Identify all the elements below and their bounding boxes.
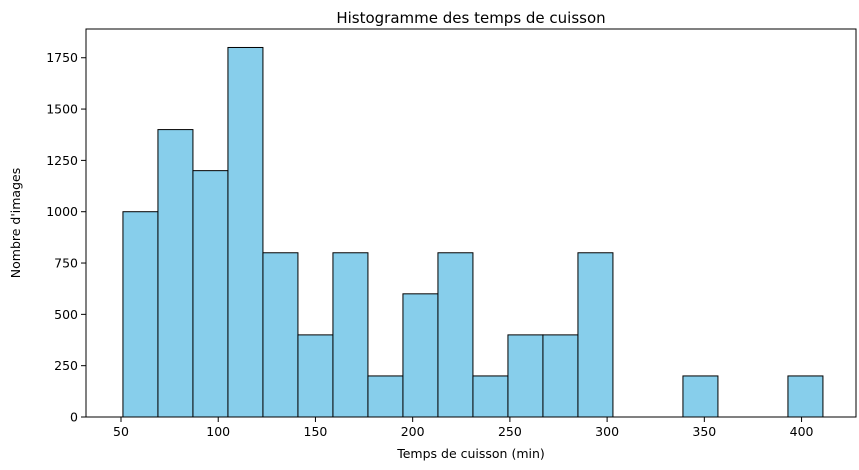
y-axis-ticks: 0 250 500 750 1000 1250 1500 1750 — [46, 50, 86, 425]
x-tick-label: 100 — [206, 424, 230, 439]
histogram-bar — [577, 252, 614, 418]
bars-group — [122, 46, 824, 418]
y-tick-label: 1500 — [46, 102, 78, 117]
y-tick-label: 0 — [70, 410, 78, 425]
histogram-bar — [402, 293, 439, 418]
x-axis-label: Temps de cuisson (min) — [396, 446, 545, 461]
histogram-bar — [332, 252, 369, 418]
y-tick-label: 250 — [54, 358, 78, 373]
x-tick-label: 150 — [304, 424, 328, 439]
x-tick-label: 300 — [595, 424, 619, 439]
histogram-bar — [682, 375, 719, 418]
y-tick-label: 1000 — [46, 204, 78, 219]
histogram-bar — [122, 211, 159, 418]
chart-title: Histogramme des temps de cuisson — [336, 9, 605, 27]
histogram-bar — [507, 334, 544, 418]
histogram-bar — [472, 375, 509, 418]
x-tick-label: 200 — [401, 424, 425, 439]
y-tick-label: 1750 — [46, 50, 78, 65]
x-tick-label: 250 — [498, 424, 522, 439]
histogram-bar — [192, 170, 229, 418]
histogram-bar — [787, 375, 824, 418]
histogram-bar — [367, 375, 404, 418]
histogram-bar — [297, 334, 334, 418]
plot-frame — [85, 28, 857, 418]
x-tick-label: 400 — [790, 424, 814, 439]
histogram-bar — [227, 46, 264, 418]
y-tick-label: 1250 — [46, 153, 78, 168]
y-tick-label: 750 — [54, 256, 78, 271]
histogram-bar — [262, 252, 299, 418]
x-tick-label: 50 — [113, 424, 129, 439]
x-tick-label: 350 — [692, 424, 716, 439]
histogram-bar — [437, 252, 474, 418]
x-axis-ticks: 50 100 150 200 250 300 350 400 — [113, 417, 814, 439]
histogram-bar — [157, 129, 194, 418]
y-axis-label: Nombre d'images — [8, 168, 23, 278]
histogram-bar — [542, 334, 579, 418]
y-tick-label: 500 — [54, 307, 78, 322]
